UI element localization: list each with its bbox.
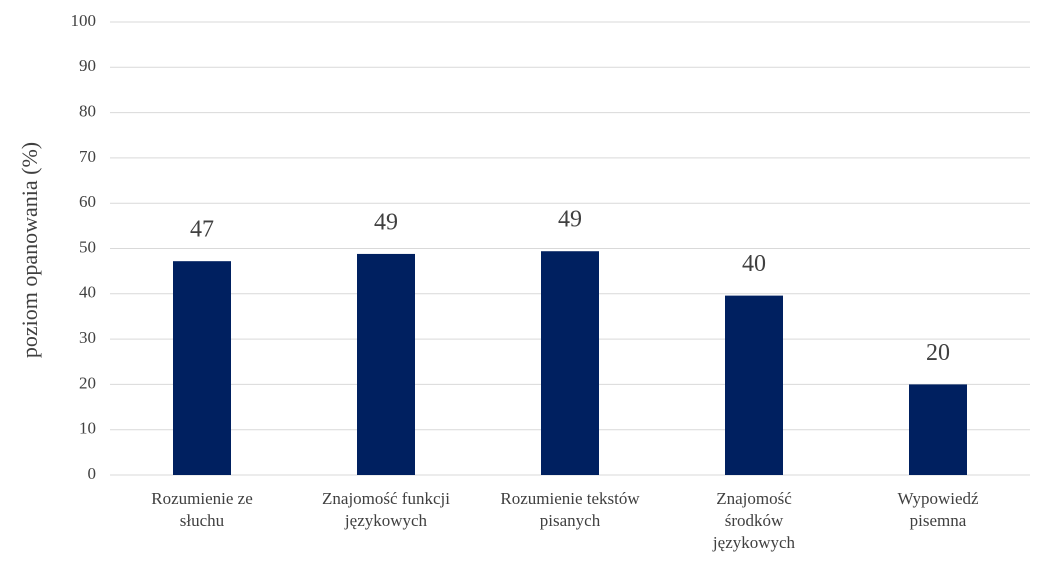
y-tick-label: 30: [79, 328, 96, 347]
y-tick-label: 90: [79, 56, 96, 75]
data-label: 49: [374, 209, 398, 235]
bar: [725, 295, 783, 475]
y-axis-title: poziom opanowania (%): [17, 142, 42, 358]
bar: [909, 384, 967, 475]
y-tick-label: 0: [88, 464, 97, 483]
y-tick-label: 70: [79, 147, 96, 166]
y-tick-label: 10: [79, 419, 96, 438]
data-label: 40: [742, 251, 766, 277]
bar: [173, 261, 231, 475]
y-tick-label: 20: [79, 373, 96, 392]
data-label: 20: [926, 340, 950, 366]
bar: [357, 253, 415, 475]
y-tick-label: 40: [79, 283, 96, 302]
x-tick-label: Rozumienie ze słuchu: [151, 489, 253, 530]
y-tick-label: 100: [71, 11, 97, 30]
x-tick-label: Wypowiedź pisemna: [897, 489, 979, 530]
bar: [541, 251, 599, 475]
x-tick-label: Znajomość funkcji językowych: [322, 489, 450, 530]
data-label: 47: [190, 217, 214, 243]
x-tick-label: Rozumienie tekstów pisanych: [500, 489, 640, 530]
x-tick-label: Znajomość środków językowych: [712, 489, 796, 552]
y-tick-label: 50: [79, 237, 96, 256]
y-tick-label: 60: [79, 192, 96, 211]
data-label: 49: [558, 207, 582, 233]
y-tick-label: 80: [79, 102, 96, 121]
